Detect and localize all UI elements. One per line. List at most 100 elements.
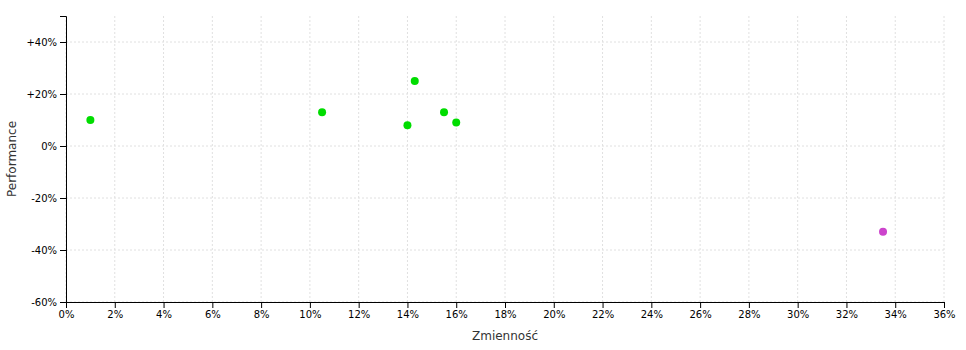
- chart-container: 0%2%4%6%8%10%12%14%16%18%20%22%24%26%28%…: [0, 0, 966, 350]
- tick-mark: [212, 302, 213, 308]
- series: [86, 77, 460, 129]
- tick-label: 30%: [787, 309, 809, 320]
- tick-label: 34%: [885, 309, 907, 320]
- tick-label: 32%: [836, 309, 858, 320]
- tick: 10%: [299, 302, 321, 320]
- tick: -20%: [31, 193, 66, 204]
- tick-mark: [846, 302, 847, 308]
- tick: 28%: [738, 302, 760, 320]
- tick: 30%: [787, 302, 809, 320]
- tick-label: 10%: [299, 309, 321, 320]
- grid-line-x: [309, 16, 310, 302]
- grid-line-x: [358, 16, 359, 302]
- grid-line-x: [797, 16, 798, 302]
- tick-mark: [554, 302, 555, 308]
- grid-line-x: [748, 16, 749, 302]
- tick: 14%: [397, 302, 419, 320]
- tick-mark: [60, 146, 66, 147]
- tick: 22%: [592, 302, 614, 320]
- tick-label: 16%: [446, 309, 468, 320]
- tick-mark: [164, 302, 165, 308]
- tick: 34%: [885, 302, 907, 320]
- tick-label: 24%: [641, 309, 663, 320]
- y-axis-title: Performance: [5, 121, 19, 197]
- tick: -60%: [31, 297, 66, 308]
- grid-line-y: [66, 198, 944, 199]
- marks: [86, 77, 887, 236]
- tick-mark: [261, 302, 262, 308]
- tick: 32%: [836, 302, 858, 320]
- tick: 0%: [59, 302, 75, 320]
- tick-label: 4%: [156, 309, 172, 320]
- tick-mark: [944, 302, 945, 308]
- tick: 2%: [107, 302, 123, 320]
- grid-line-y: [66, 146, 944, 147]
- grid-line-x: [261, 16, 262, 302]
- tick-label: 14%: [397, 309, 419, 320]
- tick-mark: [60, 302, 66, 303]
- tick: +20%: [26, 89, 66, 100]
- tick-label: 18%: [494, 309, 516, 320]
- tick: 26%: [689, 302, 711, 320]
- point: [318, 108, 326, 116]
- tick: 16%: [446, 302, 468, 320]
- tick-mark: [456, 302, 457, 308]
- tick-mark: [60, 250, 66, 251]
- tick: 36%: [933, 302, 955, 320]
- series: [879, 228, 887, 236]
- tick-mark: [60, 94, 66, 95]
- tick-label: +40%: [26, 37, 57, 48]
- grid-line-x: [895, 16, 896, 302]
- tick-label: 36%: [933, 309, 955, 320]
- tick: 0%: [41, 141, 66, 152]
- tick-label: 2%: [107, 309, 123, 320]
- axis-line: [67, 303, 945, 309]
- x-axis: 0%2%4%6%8%10%12%14%16%18%20%22%24%26%28%…: [59, 302, 956, 320]
- grid-line-x: [602, 16, 603, 302]
- tick-mark: [749, 302, 750, 308]
- x-axis-title: Zmienność: [472, 329, 538, 343]
- tick-label: 0%: [59, 309, 75, 320]
- point: [879, 228, 887, 236]
- grid-line-x: [456, 16, 457, 302]
- tick: 24%: [641, 302, 663, 320]
- tick-mark: [603, 302, 604, 308]
- point: [86, 116, 94, 124]
- tick-mark: [407, 302, 408, 308]
- grid-line-x: [114, 16, 115, 302]
- tick-label: +20%: [26, 89, 57, 100]
- tick-label: -60%: [31, 297, 57, 308]
- tick-label: -40%: [31, 245, 57, 256]
- grid-line-x: [944, 16, 945, 302]
- grid-line-x: [651, 16, 652, 302]
- grid-line-x: [700, 16, 701, 302]
- point: [411, 77, 419, 85]
- tick: 12%: [348, 302, 370, 320]
- grid-line-y: [66, 250, 944, 251]
- grid-line-x: [553, 16, 554, 302]
- point: [452, 119, 460, 127]
- tick-label: 22%: [592, 309, 614, 320]
- point: [440, 108, 448, 116]
- tick-mark: [651, 302, 652, 308]
- tick-label: 6%: [205, 309, 221, 320]
- tick-label: 12%: [348, 309, 370, 320]
- tick-label: 26%: [689, 309, 711, 320]
- tick-mark: [60, 198, 66, 199]
- tick-label: -20%: [31, 193, 57, 204]
- axis-line: [60, 17, 67, 303]
- chart-svg: 0%2%4%6%8%10%12%14%16%18%20%22%24%26%28%…: [0, 0, 966, 350]
- tick-mark: [310, 302, 311, 308]
- tick: +40%: [26, 37, 66, 48]
- grid-line-y: [66, 42, 944, 43]
- grid-line-y: [66, 94, 944, 95]
- tick-mark: [700, 302, 701, 308]
- tick-label: 28%: [738, 309, 760, 320]
- tick-mark: [60, 42, 66, 43]
- point: [403, 121, 411, 129]
- tick-mark: [505, 302, 506, 308]
- tick: -40%: [31, 245, 66, 256]
- grid: [66, 16, 944, 302]
- grid-line-x: [846, 16, 847, 302]
- tick-mark: [895, 302, 896, 308]
